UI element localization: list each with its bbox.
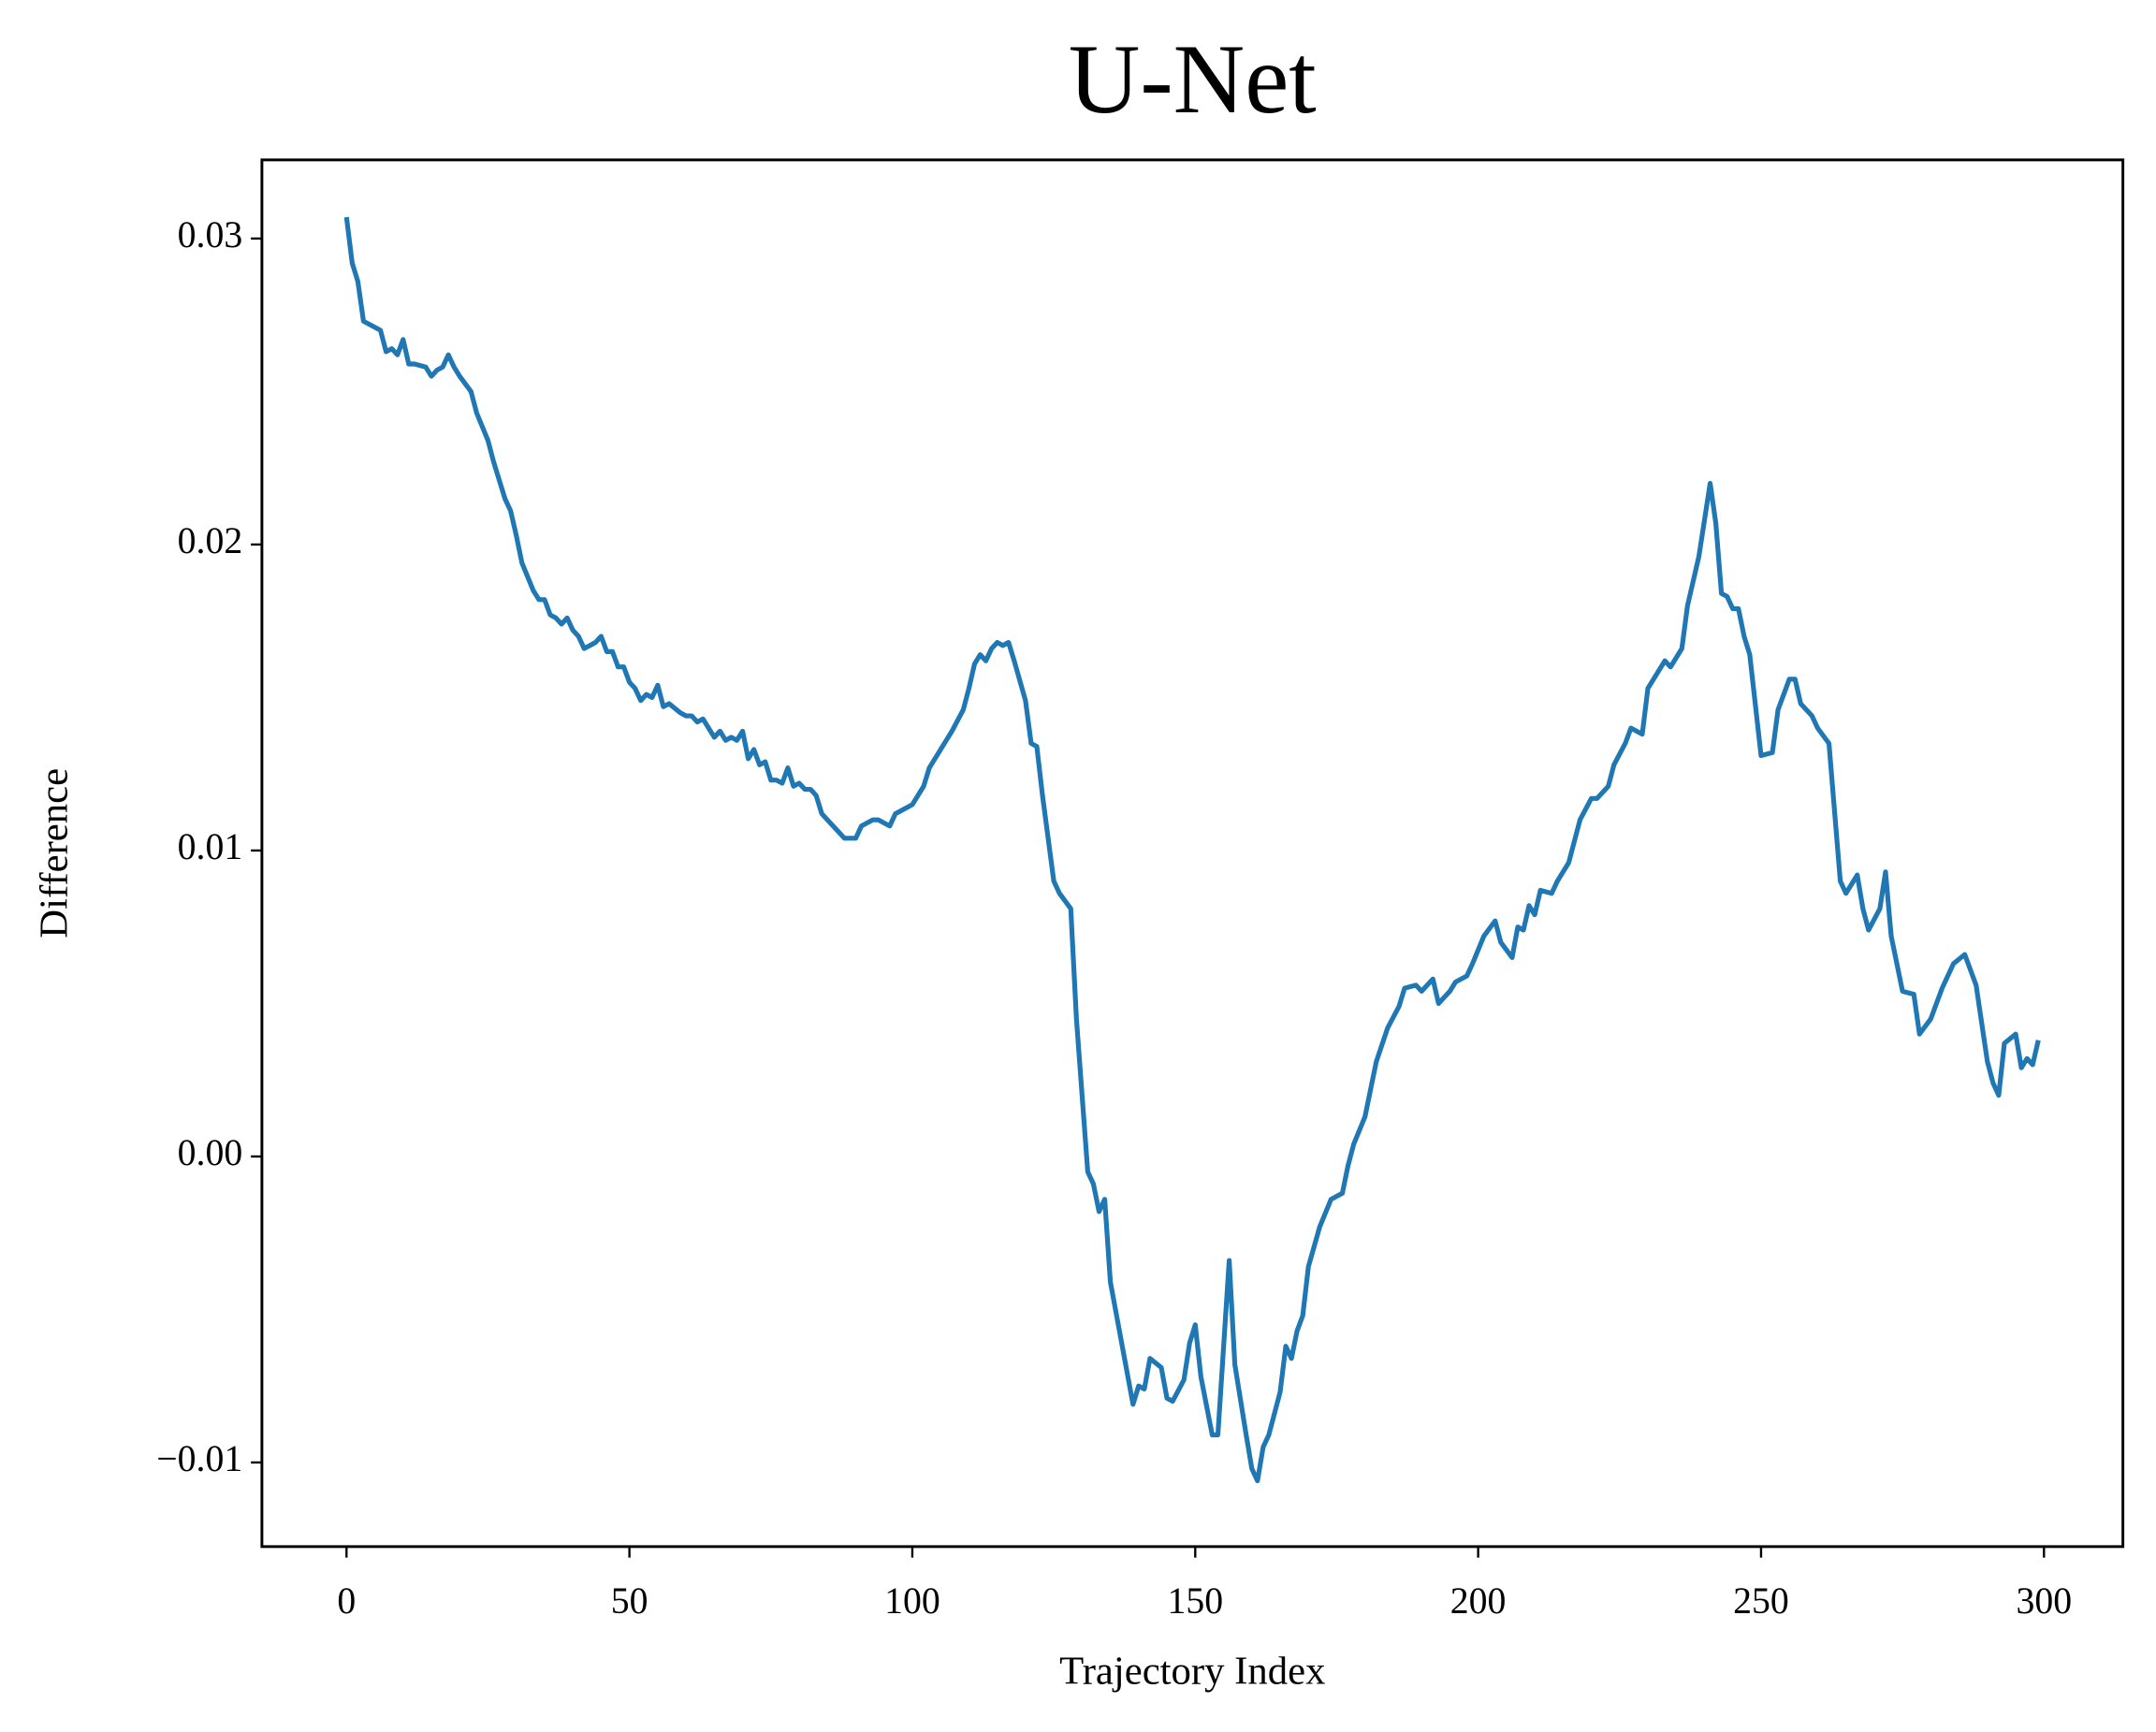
y-tick-label: 0.01 — [178, 826, 243, 867]
x-tick-label: 0 — [337, 1580, 356, 1622]
y-tick-label: −0.01 — [156, 1438, 242, 1479]
plot-frame — [260, 158, 2125, 1549]
y-tick-label: 0.03 — [178, 214, 243, 255]
y-tick-label: 0.00 — [178, 1132, 243, 1173]
y-axis-label: Difference — [33, 768, 77, 939]
x-tick-label: 100 — [884, 1580, 940, 1622]
x-tick-label: 250 — [1733, 1580, 1789, 1622]
x-tick-label: 150 — [1167, 1580, 1223, 1622]
x-tick-label: 300 — [2016, 1580, 2072, 1622]
data-line — [343, 216, 2041, 1484]
x-tick-label: 50 — [611, 1580, 648, 1622]
chart-title: U-Net — [1069, 23, 1317, 134]
y-tick-label: 0.02 — [178, 520, 243, 561]
x-axis-label: Trajectory Index — [1059, 1650, 1325, 1694]
x-tick-label: 200 — [1450, 1580, 1507, 1622]
